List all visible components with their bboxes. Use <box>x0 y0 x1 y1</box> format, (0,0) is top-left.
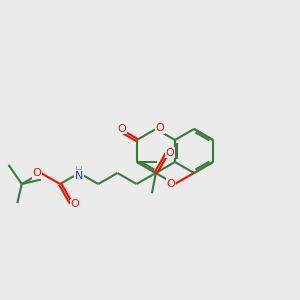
Text: O: O <box>70 199 79 209</box>
Text: O: O <box>167 179 175 189</box>
Text: O: O <box>118 124 127 134</box>
Text: O: O <box>155 123 164 133</box>
Text: O: O <box>166 148 175 158</box>
Text: N: N <box>75 171 83 181</box>
Text: O: O <box>32 168 41 178</box>
Text: H: H <box>75 166 83 176</box>
